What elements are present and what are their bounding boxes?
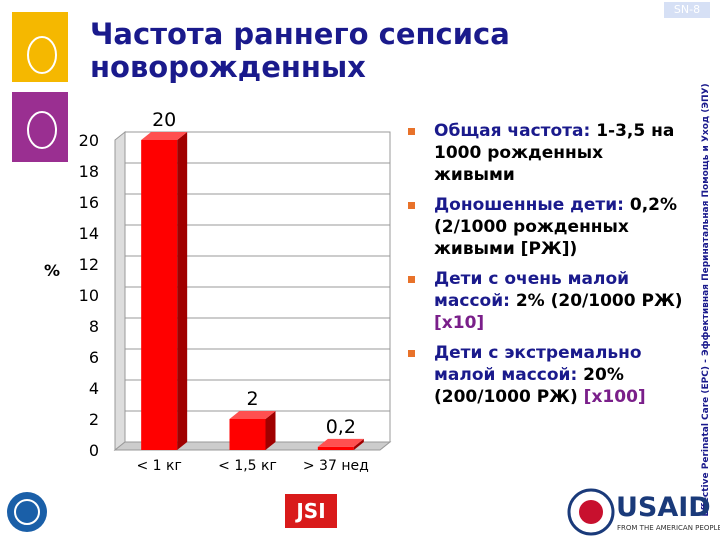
y-axis-label: % (44, 261, 60, 280)
value-label: 2 (246, 388, 258, 410)
y-tick-label: 18 (79, 162, 99, 181)
value-label: 0,2 (326, 416, 356, 438)
bar (229, 411, 276, 450)
slide-title: Частота раннего сепсиса новорожденных (90, 17, 510, 84)
bullet: Дети с экстремально малой массой: 20% (2… (406, 342, 686, 408)
bar-face (141, 132, 188, 140)
bullet: Дети с очень малой массой: 2% (20/1000 Р… (406, 268, 686, 334)
y-tick-label: 8 (89, 317, 99, 336)
logo-who-globe (14, 499, 40, 525)
logo-usaid-text: USAID (616, 492, 711, 523)
bullet-text: 20% (200/1000 РЖ) (434, 365, 624, 407)
bullet-label: Дети с очень малой массой: (434, 269, 630, 311)
y-tick-label: 14 (79, 224, 99, 243)
bar (141, 132, 188, 450)
bullet-note: [x100] (583, 387, 646, 407)
x-tick-label: < 1,5 кг (218, 458, 277, 474)
logo-figure (27, 111, 57, 149)
logo-jsi-text: JSI (294, 499, 325, 523)
bullet-text: 0,2% (2/1000 рожденных живыми [РЖ]) (434, 195, 678, 259)
value-label: 20 (152, 109, 176, 131)
y-tick-label: 20 (79, 131, 99, 150)
y-tick-label: 10 (79, 286, 99, 305)
bar-face (265, 411, 276, 450)
y-tick-label: 12 (79, 255, 99, 274)
logo-figure (27, 36, 57, 74)
y-tick-label: 0 (89, 441, 99, 460)
bullet-text: 1-3,5 на 1000 рожденных живыми (434, 121, 675, 185)
slide-number: SN-8 (664, 2, 710, 18)
logo-pregnant-yellow (12, 12, 68, 82)
bar-face (177, 132, 188, 450)
bullet: Доношенные дети: 0,2% (2/1000 рожденных … (406, 194, 686, 260)
bar (317, 438, 364, 450)
bar-face (229, 411, 276, 419)
logo-jsi (285, 494, 337, 528)
bar-face (317, 446, 354, 450)
bullet-label: Дети с экстремально малой массой: (434, 343, 642, 385)
logo-who (7, 492, 47, 532)
y-tick-label: 6 (89, 348, 99, 367)
bullet-label: Общая частота: (434, 121, 591, 141)
logo-pregnant-purple (12, 92, 68, 162)
bullet: Общая частота: 1-3,5 на 1000 рожденных ж… (406, 120, 686, 186)
bullet-text: 2% (20/1000 РЖ) (515, 291, 683, 311)
bar-face (141, 140, 178, 450)
bar-face (229, 419, 266, 450)
bullet-label: Доношенные дети: (434, 195, 624, 215)
side-wall (114, 130, 126, 452)
y-tick-label: 16 (79, 193, 99, 212)
bullet-note: [x10] (434, 313, 485, 333)
bar-face (317, 438, 364, 447)
y-tick-label: 4 (89, 379, 99, 398)
x-tick-label: > 37 нед (303, 458, 369, 474)
x-tick-label: < 1 кг (136, 458, 181, 474)
y-tick-label: 2 (89, 410, 99, 429)
logo-usaid-seal-center (579, 500, 603, 524)
bullet-list: Общая частота: 1-3,5 на 1000 рожденных ж… (406, 120, 686, 416)
bar-face (353, 438, 364, 450)
logo-usaid-tagline: FROM THE AMERICAN PEOPLE (617, 524, 720, 532)
